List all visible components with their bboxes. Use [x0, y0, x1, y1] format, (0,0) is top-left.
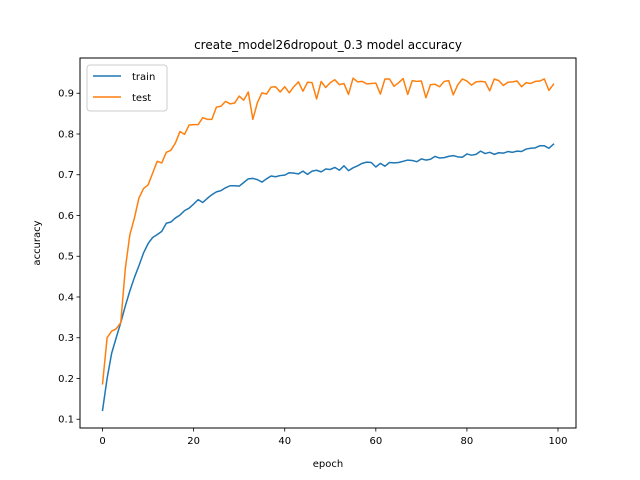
- y-axis-label: accuracy: [32, 220, 43, 265]
- x-tick-label: 60: [369, 436, 382, 447]
- x-tick-label: 0: [99, 436, 105, 447]
- y-tick-label: 0.5: [58, 252, 74, 263]
- legend-label-test: test: [132, 93, 151, 104]
- x-axis-ticks: 0 20 40 60 80 100: [99, 428, 568, 447]
- y-tick-label: 0.8: [58, 129, 74, 140]
- y-tick-label: 0.6: [58, 211, 74, 222]
- legend-label-train: train: [132, 72, 155, 83]
- y-tick-label: 0.1: [58, 415, 74, 426]
- y-tick-label: 0.2: [58, 374, 74, 385]
- y-tick-label: 0.7: [58, 170, 74, 181]
- series-line-train: [101, 143, 555, 412]
- chart-title: create_model26dropout_0.3 model accuracy: [194, 38, 462, 52]
- x-axis-label: epoch: [313, 459, 343, 470]
- series-layer: [101, 77, 555, 412]
- axes-frame: [79, 57, 577, 429]
- y-tick-label: 0.3: [58, 333, 74, 344]
- x-tick-label: 100: [548, 436, 567, 447]
- legend: train test: [86, 64, 168, 112]
- y-axis-ticks: 0.1 0.2 0.3 0.4 0.5 0.6 0.7 0.8 0.9: [58, 89, 80, 426]
- x-tick-label: 20: [187, 436, 200, 447]
- x-tick-label: 80: [461, 436, 474, 447]
- y-tick-label: 0.4: [58, 292, 74, 303]
- series-line-test: [101, 77, 555, 385]
- x-tick-label: 40: [278, 436, 291, 447]
- plot-area: [79, 57, 577, 429]
- y-tick-label: 0.9: [58, 89, 74, 100]
